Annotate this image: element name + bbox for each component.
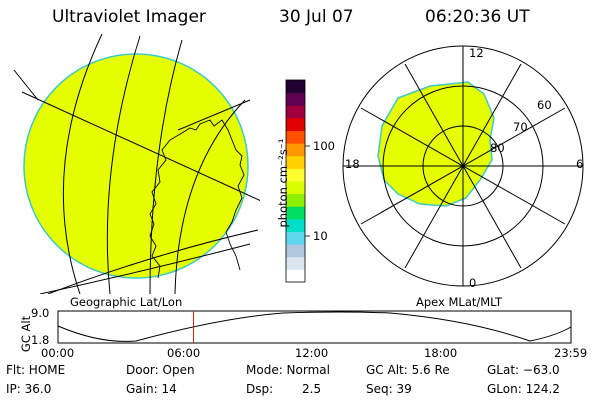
mlat-label-80: 80	[490, 141, 505, 155]
status-dsp-value: 2.5	[302, 382, 322, 396]
colorbar-block	[286, 92, 305, 106]
mlt-label-12: 12	[469, 46, 484, 60]
colorbar-block	[286, 105, 305, 119]
altitude-timeline	[57, 310, 572, 344]
timeline-tick-0: 00:00	[41, 346, 75, 360]
status-flight: Flt: HOME	[6, 363, 66, 377]
coastline-path	[149, 119, 245, 279]
geographic-map-panel	[13, 33, 260, 294]
colorbar-block	[286, 193, 305, 207]
date-label: 30 Jul 07	[279, 7, 354, 27]
status-seq: Seq: 39	[366, 382, 412, 396]
photon-flux-colorbar	[285, 79, 310, 283]
uv-image-disc-geographic	[23, 53, 249, 279]
geographic-caption: Geographic Lat/Lon	[70, 295, 183, 309]
colorbar-block	[286, 155, 305, 169]
status-mode: Mode: Normal	[246, 363, 330, 377]
app-title: Ultraviolet Imager	[52, 7, 206, 27]
colorbar-label: photon cm⁻²s⁻¹	[276, 138, 290, 228]
time-label: 06:20:36 UT	[425, 7, 530, 27]
status-ip: IP: 36.0	[6, 382, 52, 396]
magnetic-caption: Apex MLat/MLT	[416, 295, 503, 309]
colorbar-tick-100: 100	[313, 139, 335, 153]
mlat-label-70: 70	[513, 120, 528, 134]
colorbar-block	[286, 130, 305, 144]
colorbar-block	[286, 206, 305, 220]
colorbar-block	[286, 181, 305, 195]
status-gc-altitude: GC Alt: 5.6 Re	[366, 363, 450, 377]
magnetic-polar-panel	[342, 45, 584, 287]
colorbar-block	[286, 256, 305, 270]
colorbar-tick-10: 10	[313, 229, 328, 243]
timeline-tick-3: 18:00	[424, 346, 458, 360]
timeline-tick-1: 06:00	[167, 346, 201, 360]
mlt-label-0: 0	[469, 276, 477, 290]
status-dsp-label: Dsp:	[246, 382, 274, 396]
status-gain: Gain: 14	[126, 382, 177, 396]
colorbar-block	[286, 117, 305, 131]
mlt-label-18: 18	[345, 157, 360, 171]
mlat-label-60: 60	[537, 98, 552, 112]
colorbar-block	[286, 80, 305, 94]
status-glat: GLat: −63.0	[487, 363, 560, 377]
colorbar-block	[286, 244, 305, 258]
timeline-tick-2: 12:00	[295, 346, 329, 360]
colorbar-block	[286, 143, 305, 157]
altitude-curve	[57, 311, 572, 342]
timeline-ymax: 9.0	[31, 306, 50, 320]
colorbar-block	[286, 218, 305, 232]
colorbar-block	[286, 168, 305, 182]
colorbar-block	[286, 269, 305, 283]
colorbar-block	[286, 231, 305, 245]
status-door: Door: Open	[126, 363, 195, 377]
timeline-ymin: 1.8	[31, 333, 50, 347]
timeline-tick-4: 23:59	[554, 346, 588, 360]
status-glon: GLon: 124.2	[487, 382, 560, 396]
mlt-label-6: 6	[576, 157, 584, 171]
uv-image-disc-magnetic	[377, 81, 495, 207]
